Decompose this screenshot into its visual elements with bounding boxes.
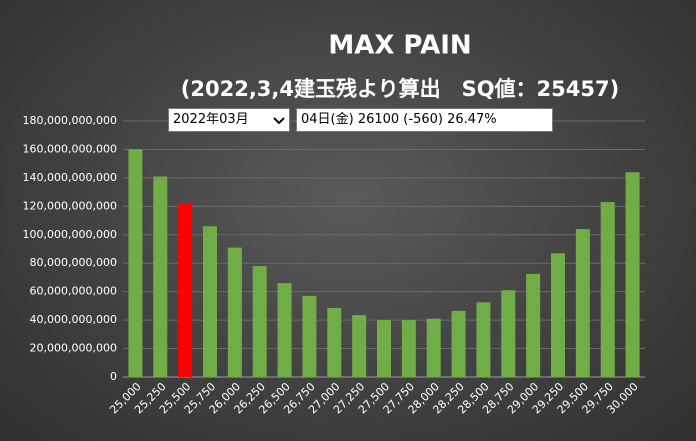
y-tick-label: 100,000,000,000 bbox=[23, 228, 117, 241]
bar bbox=[277, 283, 292, 377]
y-tick-label: 40,000,000,000 bbox=[30, 313, 117, 326]
bar bbox=[327, 308, 342, 377]
bar bbox=[575, 229, 590, 377]
y-tick-label: 160,000,000,000 bbox=[23, 142, 117, 155]
bar bbox=[451, 310, 466, 377]
bar bbox=[426, 318, 441, 377]
y-tick-label: 180,000,000,000 bbox=[23, 114, 117, 127]
bar bbox=[252, 266, 267, 377]
bar bbox=[476, 302, 491, 377]
bar bbox=[153, 176, 168, 377]
info-box: 04日(金) 26100 (-560) 26.47% bbox=[296, 108, 553, 132]
bar bbox=[302, 295, 317, 377]
chart-subtitle: (2022,3,4建玉残より算出 SQ値：25457) bbox=[181, 77, 619, 101]
month-select[interactable]: 2022年03月 bbox=[168, 108, 290, 132]
y-tick-label: 140,000,000,000 bbox=[23, 171, 117, 184]
bar bbox=[501, 290, 516, 377]
bar bbox=[401, 320, 416, 377]
bar bbox=[600, 202, 615, 377]
chevron bbox=[273, 117, 285, 125]
bar bbox=[377, 320, 391, 377]
y-tick-label: 0 bbox=[110, 370, 117, 383]
bar bbox=[128, 149, 143, 377]
y-tick-label: 120,000,000,000 bbox=[23, 199, 117, 212]
bar bbox=[178, 203, 193, 377]
month-select-text: 2022年03月 bbox=[173, 112, 249, 127]
bar bbox=[526, 273, 541, 377]
bar bbox=[203, 226, 217, 377]
bar bbox=[227, 247, 242, 377]
bar bbox=[352, 315, 367, 377]
chart-title: MAX PAIN bbox=[328, 31, 471, 61]
bar bbox=[625, 172, 640, 377]
y-tick-label: 60,000,000,000 bbox=[30, 285, 117, 298]
bar bbox=[551, 253, 565, 377]
y-tick-label: 20,000,000,000 bbox=[30, 342, 117, 355]
y-tick-label: 80,000,000,000 bbox=[30, 256, 117, 269]
info-text: 04日(金) 26100 (-560) 26.47% bbox=[301, 112, 497, 127]
